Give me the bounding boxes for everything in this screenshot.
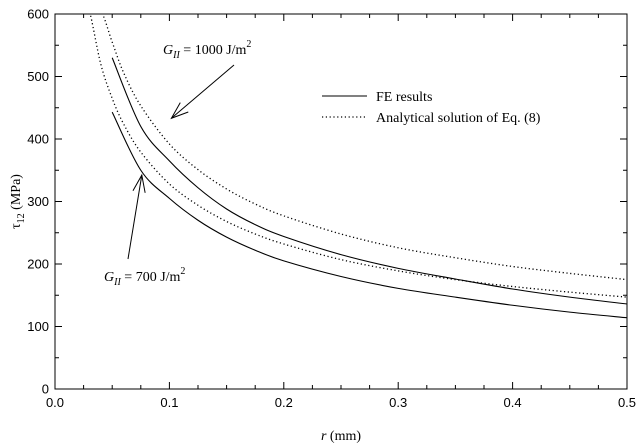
annotation-label-700: GII = 700 J/m2 xyxy=(104,266,185,288)
plot-frame xyxy=(54,13,628,390)
annotation-subscript: II xyxy=(172,50,180,61)
legend: FE results Analytical solution of Eq. (8) xyxy=(322,90,541,126)
series-lines xyxy=(89,14,627,319)
x-axis-symbol: r xyxy=(321,429,327,444)
axes xyxy=(54,13,628,390)
annotation-superscript: 2 xyxy=(246,39,251,50)
axis-labels: r (mm) τ12 (MPa) xyxy=(9,174,361,444)
annotation-text: = 1000 J/m xyxy=(180,43,247,58)
x-tick-label: 0.4 xyxy=(504,395,522,410)
annotation-symbol: G xyxy=(104,270,114,285)
x-tick-label: 0.3 xyxy=(389,395,407,410)
legend-label: FE results xyxy=(376,90,432,105)
annotation-arrow-700-head xyxy=(132,173,146,193)
y-tick-label: 100 xyxy=(27,319,49,334)
annotation-text: = 700 J/m xyxy=(121,270,181,285)
y-axis-label: τ12 (MPa) xyxy=(9,174,27,229)
annotation-subscript: II xyxy=(113,277,121,288)
y-axis-symbol: τ xyxy=(9,223,24,229)
annotation-arrow-700 xyxy=(127,175,143,260)
x-axis-unit: (mm) xyxy=(326,429,361,444)
series-line-3 xyxy=(101,14,627,281)
y-tick-label: 200 xyxy=(27,257,49,272)
annotation-arrow-1000 xyxy=(171,64,235,119)
y-tick-label: 600 xyxy=(27,7,49,22)
y-tick-label: 500 xyxy=(27,69,49,84)
legend-label: Analytical solution of Eq. (8) xyxy=(376,111,541,126)
x-axis-label: r (mm) xyxy=(321,429,361,444)
y-axis-unit: (MPa) xyxy=(9,174,24,214)
annotation-arrow-1000-head xyxy=(170,102,189,120)
x-tick-label: 0.5 xyxy=(618,395,636,410)
y-tick-label: 0 xyxy=(42,382,49,397)
y-tick-label: 300 xyxy=(27,194,49,209)
annotation-superscript: 2 xyxy=(180,266,185,277)
annotation-symbol: G xyxy=(163,43,173,58)
y-axis-subscript: 12 xyxy=(16,213,27,223)
series-line-1 xyxy=(111,57,627,305)
x-tick-label: 0.0 xyxy=(46,395,64,410)
y-tick-label: 400 xyxy=(27,132,49,147)
series-line-2 xyxy=(111,111,627,319)
x-tick-label: 0.2 xyxy=(275,395,293,410)
ticks: 0.0 0.1 0.2 0.3 0.4 0.5 0 100 200 300 400 500 600 xyxy=(27,7,636,411)
annotation-label-1000: GII = 1000 J/m2 xyxy=(163,39,251,61)
x-tick-label: 0.1 xyxy=(160,395,178,410)
